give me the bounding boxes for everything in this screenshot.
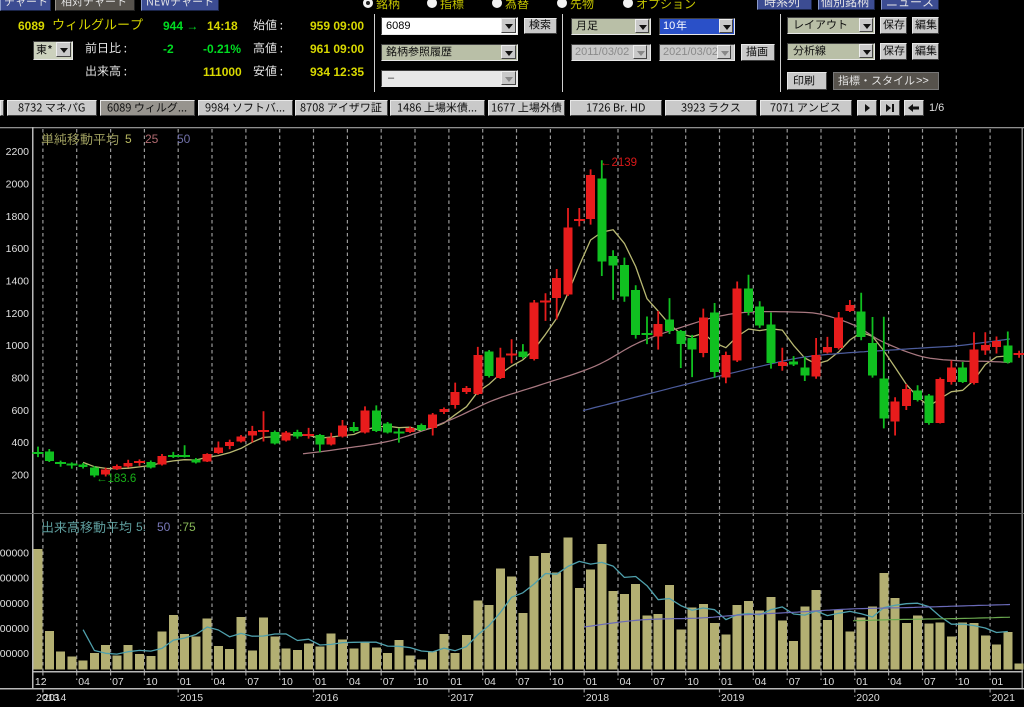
svg-text:10: 10 [958, 676, 970, 688]
svg-text:1600: 1600 [6, 243, 30, 255]
svg-text:2200: 2200 [6, 146, 30, 158]
svg-text:2000: 2000 [6, 179, 30, 191]
svg-text:800: 800 [11, 373, 29, 385]
svg-text:2016: 2016 [315, 692, 339, 704]
svg-text:2014: 2014 [43, 692, 67, 704]
svg-text:5:: 5: [136, 520, 146, 534]
svg-text:1000000: 1000000 [0, 623, 29, 635]
svg-text:1800: 1800 [6, 211, 30, 223]
svg-text:1500000: 1500000 [0, 598, 29, 610]
svg-text:1400: 1400 [6, 276, 30, 288]
svg-text:10: 10 [146, 676, 158, 688]
svg-text:50: 50 [157, 520, 171, 534]
svg-text:01: 01 [856, 676, 868, 688]
svg-text:10: 10 [552, 676, 564, 688]
svg-text:2018: 2018 [586, 692, 610, 704]
svg-text:01: 01 [992, 676, 1004, 688]
svg-text:04: 04 [214, 676, 226, 688]
svg-text:10: 10 [687, 676, 699, 688]
svg-text:07: 07 [653, 676, 665, 688]
svg-text:2021: 2021 [992, 692, 1016, 704]
svg-text:07: 07 [247, 676, 259, 688]
svg-text:01: 01 [721, 676, 733, 688]
svg-text:04: 04 [349, 676, 361, 688]
svg-text:2013: 2013 [36, 692, 60, 704]
svg-text:07: 07 [112, 676, 124, 688]
svg-text:400: 400 [11, 437, 29, 449]
svg-text:500000: 500000 [0, 648, 29, 660]
svg-text:04: 04 [620, 676, 632, 688]
svg-text:07: 07 [383, 676, 395, 688]
svg-text:04: 04 [755, 676, 767, 688]
svg-text:←2139: ←2139 [600, 157, 637, 169]
svg-text:2500000: 2500000 [0, 548, 29, 560]
svg-text:07: 07 [518, 676, 530, 688]
svg-text:01: 01 [315, 676, 327, 688]
svg-text:12: 12 [35, 676, 47, 688]
svg-text:07: 07 [924, 676, 936, 688]
svg-text:10: 10 [417, 676, 429, 688]
svg-text:04: 04 [78, 676, 90, 688]
svg-text:50: 50 [177, 132, 191, 146]
svg-text:04: 04 [890, 676, 902, 688]
svg-text:01: 01 [586, 676, 598, 688]
svg-text:600: 600 [11, 405, 29, 417]
svg-text::75: :75 [179, 520, 196, 534]
svg-text:01: 01 [180, 676, 192, 688]
svg-text:25: 25 [145, 132, 159, 146]
svg-text:01: 01 [450, 676, 462, 688]
svg-text:10: 10 [281, 676, 293, 688]
svg-text:5: 5 [125, 132, 132, 146]
svg-text:2015: 2015 [180, 692, 204, 704]
svg-text:04: 04 [484, 676, 496, 688]
svg-text:2019: 2019 [721, 692, 745, 704]
svg-text:1200: 1200 [6, 308, 30, 320]
svg-text:10: 10 [823, 676, 835, 688]
svg-text:1000: 1000 [6, 340, 30, 352]
svg-text:200: 200 [11, 470, 29, 482]
svg-text:←183.6: ←183.6 [96, 473, 136, 485]
svg-text:2017: 2017 [450, 692, 474, 704]
svg-text:07: 07 [789, 676, 801, 688]
svg-text:2020: 2020 [856, 692, 880, 704]
